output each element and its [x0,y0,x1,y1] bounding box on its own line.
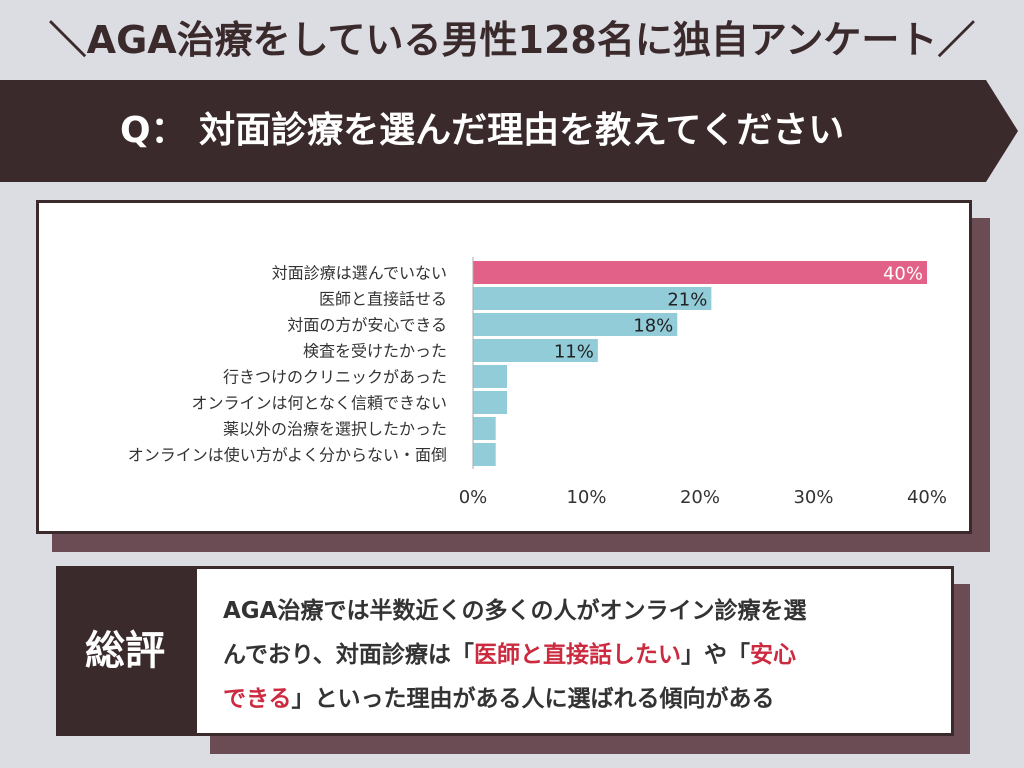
chart-panel: 対面診療は選んでいない 40% 医師と直接話せる 21% 対面の方が安心できる 18% 検査… [36,200,972,534]
summary-line-1: AGA治療では半数近くの多くの人がオンライン診療を選 [223,598,807,624]
banner-arrow-shape [0,80,1018,182]
bar [473,365,508,388]
category-label: 薬以外の治療を選択したかった [223,420,447,439]
bar-value-label: 18% [633,316,673,337]
x-tick-label: 40% [907,487,947,508]
bar-chart: 対面診療は選んでいない 40% 医師と直接話せる 21% 対面の方が安心できる 18% 検査… [128,257,947,508]
category-label: 検査を受けたかった [303,342,447,361]
bar [473,287,712,310]
question-banner [0,80,1024,182]
summary-label: 総評 [56,566,194,736]
bar [473,391,508,414]
x-tick-label: 10% [566,487,606,508]
summary-highlight-3: できる [223,686,292,712]
bar [473,417,496,440]
bar [473,443,496,466]
summary-highlight-2: 安心 [749,642,796,668]
category-label: 行きつけのクリニックがあった [223,368,447,387]
category-label: オンラインは何となく信頼できない [191,394,447,413]
summary-line-2-b: 」や「 [680,642,750,668]
summary-highlight-1: 医師と直接話したい [473,642,681,668]
summary-line-3: できる」といった理由がある人に選ばれる傾向がある [223,677,925,721]
page-title: ＼AGA治療をしている男性128名に独自アンケート／ [48,18,976,62]
x-tick-label: 30% [793,487,833,508]
category-label: オンラインは使い方がよく分からない・面倒 [128,446,447,465]
bar [473,339,598,362]
bar-value-label: 40% [883,264,923,285]
summary-line-2: んでおり、対面診療は「医師と直接話したい」や「安心 [223,633,925,677]
category-label: 医師と直接話せる [319,290,447,309]
bar-value-label: 11% [554,342,594,363]
bar-value-label: 21% [667,290,707,311]
bar [473,261,927,284]
category-label: 対面診療は選んでいない [272,264,447,283]
x-tick-label: 0% [459,487,488,508]
category-label: 対面の方が安心できる [287,316,447,335]
summary-line-3-b: 」といった理由がある人に選ばれる傾向がある [291,686,775,712]
question-text: Q： 対面診療を選んだ理由を教えてください [120,110,845,151]
summary-text: AGA治療では半数近くの多くの人がオンライン診療を選 んでおり、対面診療は「医師… [194,566,954,736]
summary-line-2-a: んでおり、対面診療は「 [223,642,474,668]
bar [473,313,678,336]
x-tick-label: 20% [680,487,720,508]
